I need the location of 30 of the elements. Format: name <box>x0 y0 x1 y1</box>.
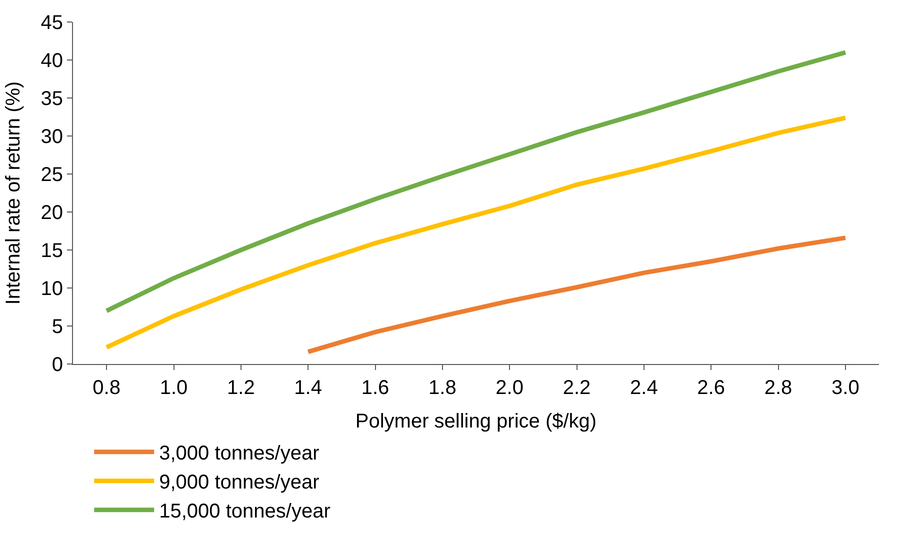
line-series <box>306 236 848 354</box>
y-tick-label: 20 <box>40 202 63 224</box>
x-tick-label: 2.0 <box>496 377 524 399</box>
x-tick-label: 2.8 <box>764 377 792 399</box>
y-tick-label: 30 <box>40 126 63 148</box>
y-tick-label: 15 <box>40 240 63 262</box>
line-series <box>104 116 848 350</box>
x-tick-label: 0.8 <box>92 377 120 399</box>
x-tick-label: 1.8 <box>428 377 456 399</box>
x-tick-label: 1.2 <box>227 377 255 399</box>
x-axis-title: Polymer selling price ($/kg) <box>355 410 597 432</box>
y-tick-label: 45 <box>40 12 63 34</box>
x-tick-label: 1.4 <box>294 377 322 399</box>
x-tick-label: 3.0 <box>832 377 860 399</box>
y-tick-label: 40 <box>40 50 63 72</box>
x-tick-label: 1.6 <box>361 377 390 399</box>
x-tick-label: 2.2 <box>562 377 591 399</box>
legend-label: 9,000 tonnes/year <box>159 472 320 494</box>
line-series <box>104 50 848 314</box>
legend-label: 3,000 tonnes/year <box>159 442 320 465</box>
x-tick-label: 2.6 <box>697 377 725 399</box>
y-tick-label: 0 <box>52 354 63 376</box>
x-tick-label: 1.0 <box>160 377 188 399</box>
y-tick-label: 35 <box>40 88 63 110</box>
y-tick-label: 5 <box>52 316 63 338</box>
legend-label: 15,000 tonnes/year <box>159 500 331 523</box>
x-tick-label: 2.4 <box>630 377 658 399</box>
y-tick-label: 25 <box>40 164 63 186</box>
y-axis-title: Internal rate of return (%) <box>2 81 24 305</box>
y-tick-label: 10 <box>40 278 63 300</box>
